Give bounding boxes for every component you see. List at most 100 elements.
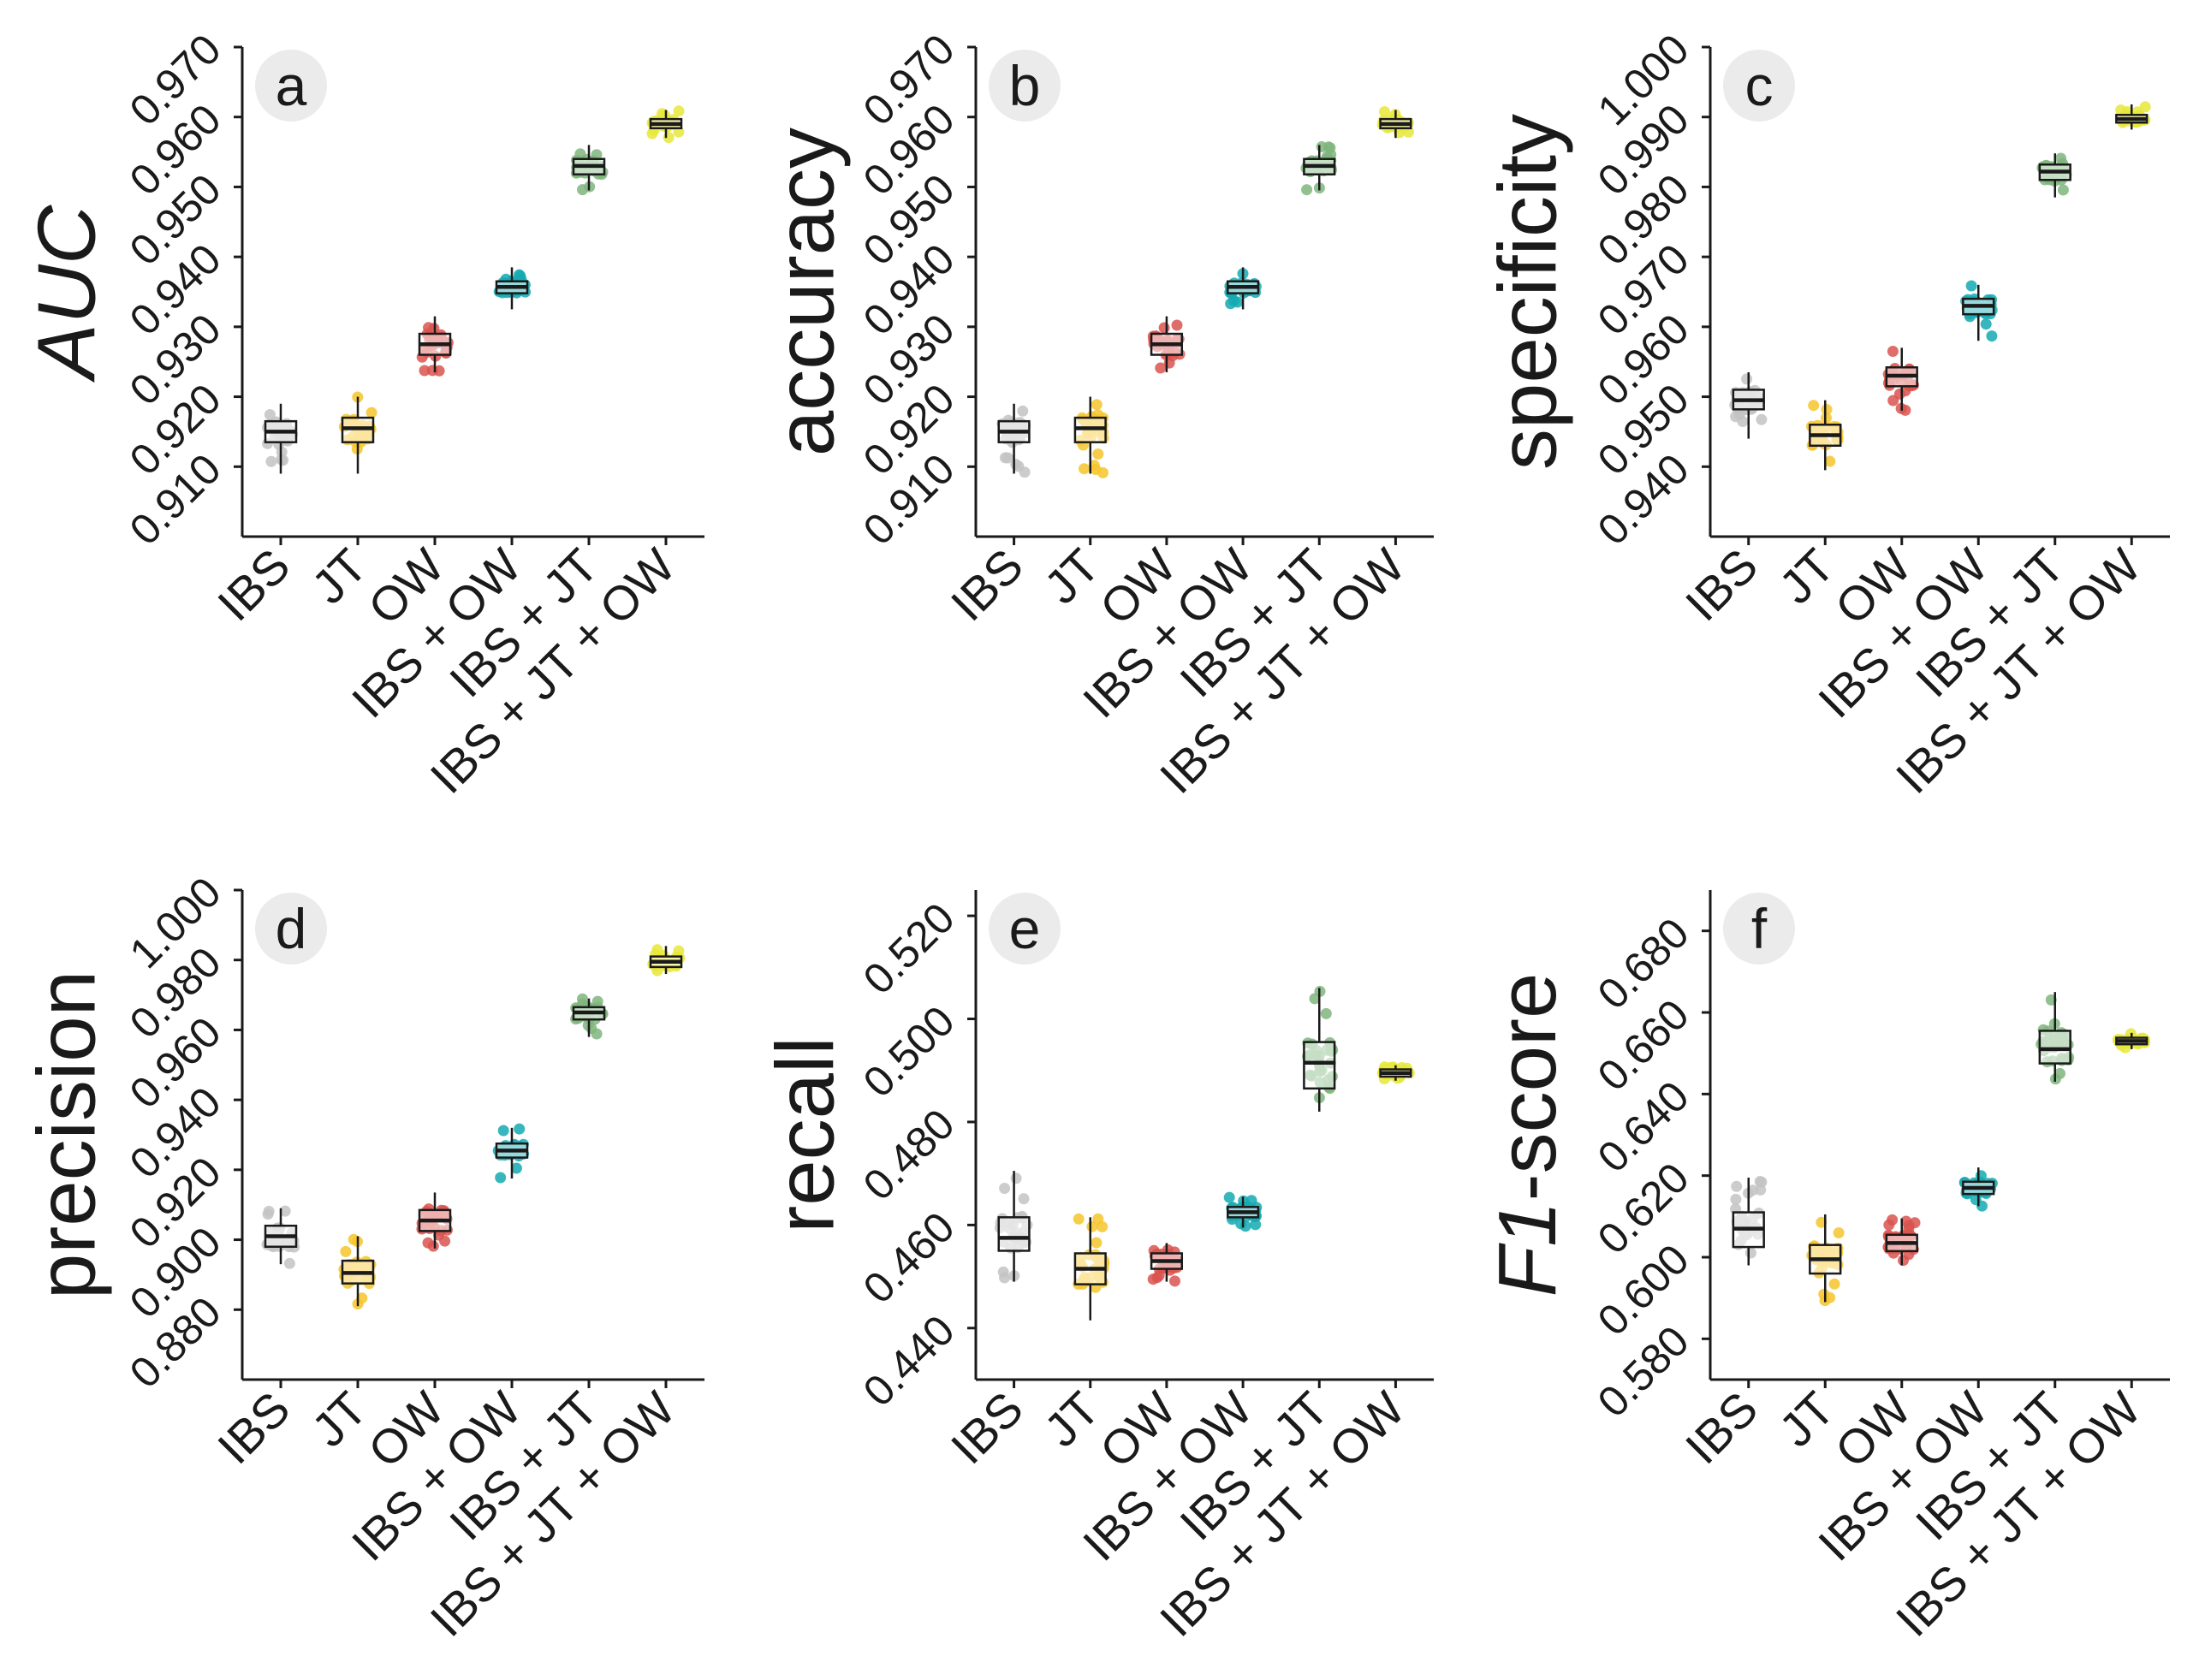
data-point (279, 1205, 291, 1217)
data-point (495, 1172, 507, 1184)
data-point (999, 1183, 1011, 1194)
y-axis-title: recall (759, 1036, 851, 1232)
data-point (2139, 101, 2151, 113)
data-point (1091, 399, 1103, 411)
data-point (1158, 322, 1170, 334)
x-category-label: IBS (941, 1381, 1033, 1474)
data-point (1320, 1007, 1332, 1019)
data-point (1169, 1275, 1180, 1287)
data-point (1379, 106, 1390, 117)
box-group-ow (1882, 346, 1919, 416)
data-point (577, 993, 588, 1005)
y-axis-title: F1-score (1482, 973, 1573, 1297)
box-group-ibs (262, 403, 299, 474)
box-group-ibs (996, 403, 1031, 478)
y-axis-title-rest: -score (1482, 973, 1573, 1202)
y-tick-label: 0.680 (1589, 909, 1698, 1018)
data-point (1223, 1191, 1235, 1203)
data-point (1821, 404, 1833, 415)
box-group-ibsjt (570, 993, 609, 1040)
panel-badge (255, 50, 327, 122)
box-group-ibs (995, 1171, 1033, 1284)
panel-letter: a (276, 54, 307, 117)
box-group-jt (1805, 400, 1844, 471)
box-group-ibsjt (1302, 985, 1339, 1112)
data-point (1828, 1278, 1840, 1290)
y-tick-label: 0.640 (1589, 1072, 1698, 1182)
data-point (585, 1023, 597, 1034)
box-group-ibsjtow (1376, 1061, 1415, 1084)
data-point (1301, 184, 1313, 196)
box-iqr (2038, 1030, 2071, 1065)
box-group-jt (1073, 1213, 1110, 1321)
box-group-ibsjtow (1376, 106, 1414, 139)
box-group-jt (1806, 1214, 1845, 1307)
x-category-label: IBS (941, 538, 1033, 631)
data-point (1833, 1227, 1845, 1238)
data-point (427, 1240, 439, 1252)
data-point (2054, 1067, 2065, 1079)
box-iqr (1303, 1041, 1336, 1090)
data-point (1887, 346, 1899, 357)
y-tick-label: 0.500 (854, 997, 964, 1107)
data-point (1731, 1180, 1743, 1192)
data-point (1733, 408, 1745, 420)
y-tick-label: 0.480 (854, 1100, 964, 1209)
box-group-ibsow (1960, 280, 1998, 342)
y-axis-title: accuracy (759, 128, 851, 456)
data-point (1824, 455, 1836, 467)
data-point (1808, 400, 1820, 412)
data-point (1153, 1269, 1165, 1281)
panel-badge (255, 893, 327, 965)
box-group-ibsow (1223, 1191, 1263, 1232)
y-tick-label: 0.620 (1589, 1154, 1698, 1263)
data-point (1171, 319, 1183, 331)
box-group-jt (338, 1233, 377, 1310)
data-point (1079, 463, 1090, 475)
data-point (1019, 466, 1031, 478)
data-point (673, 105, 685, 117)
data-point (1097, 1220, 1108, 1232)
data-point (1002, 452, 1013, 464)
y-tick-label: 0.660 (1589, 990, 1698, 1100)
y-tick-label: 0.460 (854, 1203, 964, 1313)
data-point (510, 1162, 522, 1174)
data-point (659, 110, 671, 121)
data-point (1324, 142, 1336, 154)
data-point (1010, 1172, 1022, 1184)
x-category-label: IBS (207, 1381, 300, 1474)
data-point (651, 944, 663, 956)
data-point (1887, 395, 1899, 407)
y-axis-title-italic: F1 (1482, 1201, 1573, 1297)
data-point (1228, 295, 1240, 306)
panel-badge (989, 893, 1061, 965)
panel-badge (989, 50, 1061, 122)
data-point (2057, 184, 2069, 196)
panel-letter: c (1745, 54, 1774, 117)
box-group-ibsjtow (2115, 101, 2151, 130)
panel-badge (1723, 50, 1795, 122)
box-group-ibsjt (1300, 141, 1337, 196)
box-group-jt (1073, 396, 1109, 478)
box-group-ibsjtow (2113, 1028, 2151, 1054)
panel-letter: b (1009, 54, 1041, 117)
y-axis-title: specificity (1482, 114, 1573, 470)
data-point (264, 409, 276, 420)
box-group-ibsow (1224, 267, 1262, 310)
data-point (1018, 1193, 1030, 1205)
box-group-ow (416, 1192, 453, 1252)
data-point (1744, 1247, 1756, 1259)
data-point (1086, 1220, 1098, 1232)
box-iqr (997, 1216, 1031, 1252)
data-point (1965, 280, 1977, 292)
box-group-ibsow (1958, 1167, 1998, 1212)
box-group-ow (1882, 1214, 1921, 1267)
panel-letter: d (276, 897, 307, 960)
y-tick-label: 0.600 (1589, 1235, 1698, 1345)
box-group-ibsjt (2036, 992, 2075, 1085)
